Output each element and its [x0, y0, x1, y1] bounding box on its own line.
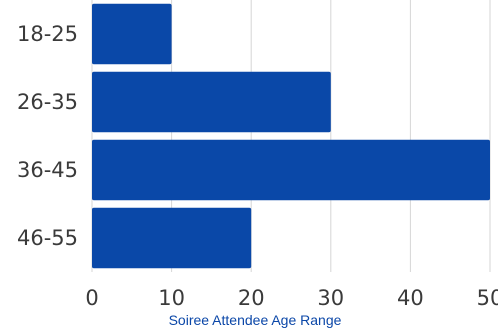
x-tick-label: 10: [158, 286, 185, 310]
bar-layer: [92, 3, 490, 269]
category-label-layer: 18-25 26-35 36-45 46-55: [17, 22, 78, 250]
category-label: 46-55: [17, 226, 78, 250]
x-tick-label: 30: [317, 286, 344, 310]
bar-46-55: [92, 207, 252, 269]
category-label: 18-25: [17, 22, 78, 46]
x-tick-label: 0: [85, 286, 98, 310]
x-tick-label: 50: [477, 286, 498, 310]
x-tick-label: 20: [238, 286, 265, 310]
x-tick-label: 40: [397, 286, 424, 310]
bar-18-25: [92, 3, 172, 65]
bar-36-45: [92, 139, 490, 201]
x-tick-layer: 0 10 20 30 40 50: [85, 286, 498, 310]
bar-26-35: [92, 71, 331, 133]
category-label: 36-45: [17, 158, 78, 182]
category-label: 26-35: [17, 90, 78, 114]
x-axis-title: Soiree Attendee Age Range: [169, 312, 342, 328]
